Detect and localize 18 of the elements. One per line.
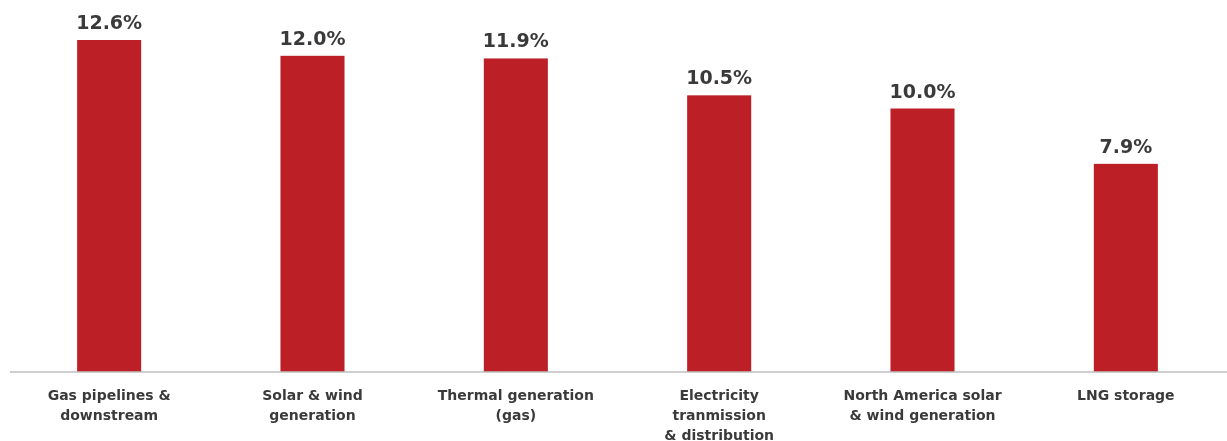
data-label: 10.5% xyxy=(686,66,753,89)
bar xyxy=(687,95,752,372)
x-tick-label: Thermal generation (gas) xyxy=(437,387,594,423)
data-label: 12.0% xyxy=(279,26,346,49)
bar xyxy=(483,58,548,372)
x-tick-label: LNG storage xyxy=(1077,387,1175,403)
data-label: 7.9% xyxy=(1099,134,1153,157)
x-tick-label: Gas pipelines & downstream xyxy=(47,387,171,423)
bar xyxy=(890,108,955,372)
x-tick-label: Electricity tranmission & distribution xyxy=(664,387,775,441)
bar xyxy=(77,40,142,372)
x-tick-label: North America solar & wind generation xyxy=(843,387,1002,423)
x-tick-label: Solar & wind generation xyxy=(262,387,363,423)
data-label: 11.9% xyxy=(482,29,549,52)
bar xyxy=(280,55,345,372)
data-label: 10.0% xyxy=(889,79,956,102)
data-label: 12.6% xyxy=(76,11,143,33)
bar xyxy=(1093,163,1158,372)
